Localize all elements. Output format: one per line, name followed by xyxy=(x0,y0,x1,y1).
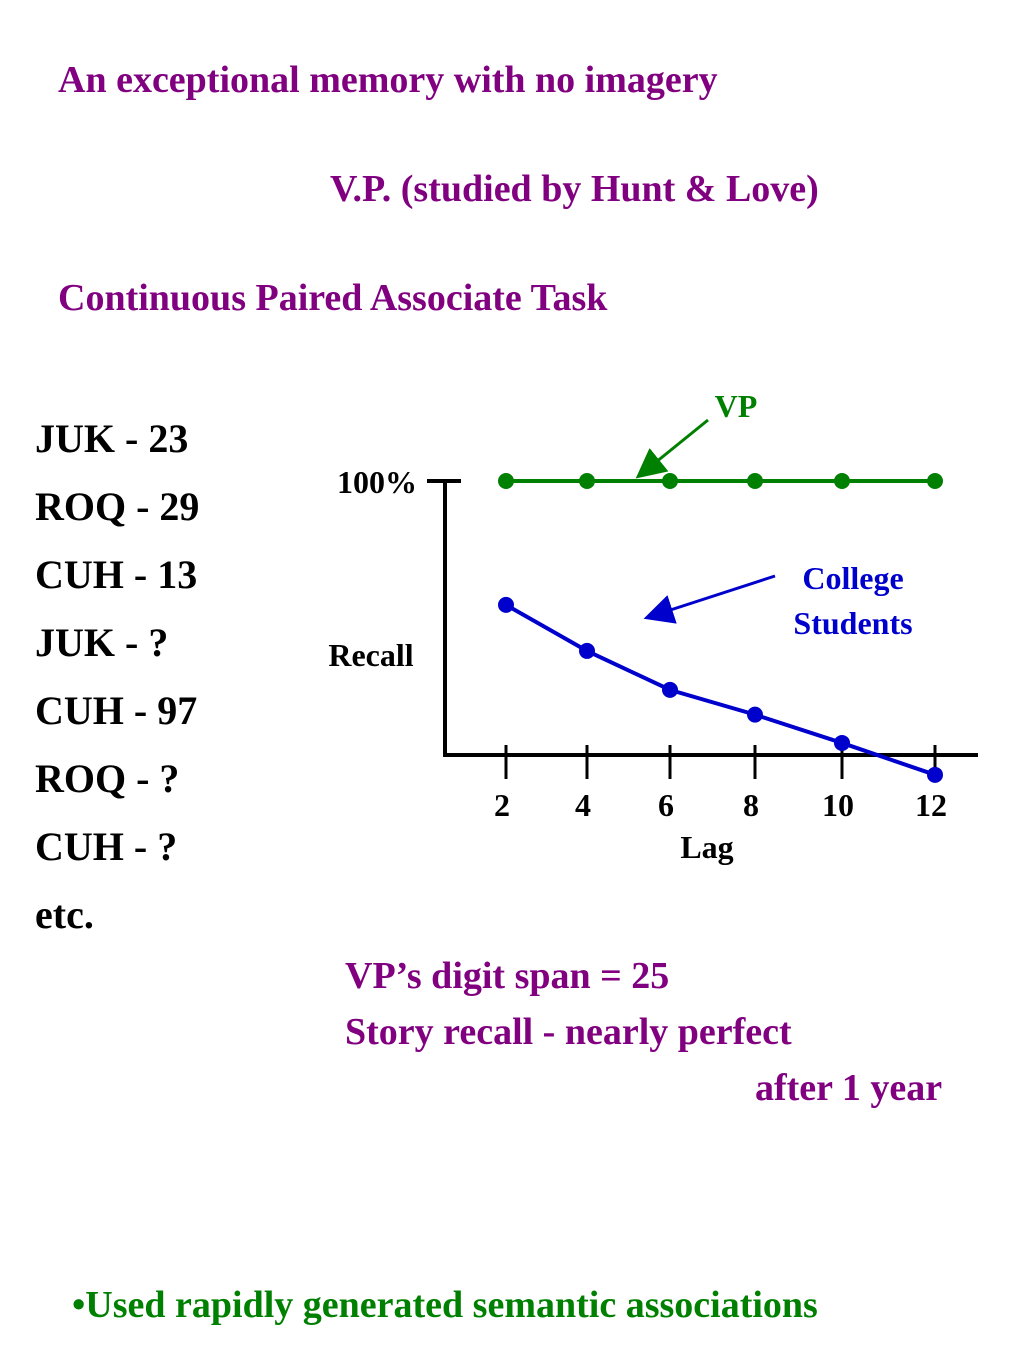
data-point xyxy=(498,473,514,489)
data-point xyxy=(662,473,678,489)
vp-annotation-arrow xyxy=(635,418,709,479)
x-tick-label: 10 xyxy=(822,787,854,823)
pair-list: JUK - 23 ROQ - 29 CUH - 13 JUK - ? CUH -… xyxy=(35,405,199,949)
x-tick-label: 4 xyxy=(575,787,591,823)
x-tick-label: 2 xyxy=(494,787,510,823)
subtitle: V.P. (studied by Hunt & Love) xyxy=(330,168,819,210)
vp-annotation: VP xyxy=(715,388,758,424)
data-point xyxy=(662,681,678,698)
college-annotation-line1: College xyxy=(802,560,903,596)
annotation-layer: VP College Students xyxy=(635,388,913,641)
recall-chart: 100% Recall Lag 2 4 6 8 10 12 VP College Studen… xyxy=(328,388,978,865)
series-layer xyxy=(498,473,943,783)
pair-item: CUH - 13 xyxy=(35,552,198,597)
data-point xyxy=(579,642,595,659)
college-annotation-line2: Students xyxy=(793,605,912,641)
bullet-note: •Used rapidly generated semantic associa… xyxy=(72,1284,818,1326)
data-point xyxy=(498,596,514,613)
pair-item: ROQ - 29 xyxy=(35,484,200,529)
page-title: An exceptional memory with no imagery xyxy=(58,59,718,101)
digit-span-note: VP’s digit span = 25 xyxy=(345,955,670,997)
data-point xyxy=(927,766,943,783)
y-axis-label: Recall xyxy=(328,637,413,673)
college-annotation-arrow xyxy=(643,574,776,624)
pair-item: ROQ - ? xyxy=(35,756,180,801)
data-point xyxy=(747,473,763,489)
x-tick-label: 12 xyxy=(915,787,947,823)
y-tick-label: 100% xyxy=(337,464,417,500)
data-point xyxy=(927,473,943,489)
story-recall-note: Story recall - nearly perfect xyxy=(345,1011,792,1053)
data-point xyxy=(834,734,850,751)
data-point xyxy=(834,473,850,489)
pair-item: CUH - ? xyxy=(35,824,178,869)
data-point xyxy=(747,706,763,723)
x-axis-label: Lag xyxy=(680,829,733,865)
series-line xyxy=(505,603,936,777)
task-heading: Continuous Paired Associate Task xyxy=(58,277,608,319)
x-tick-label: 6 xyxy=(658,787,674,823)
x-tick-label: 8 xyxy=(743,787,759,823)
pair-item: JUK - ? xyxy=(35,620,169,665)
pair-item: etc. xyxy=(35,892,94,937)
data-point xyxy=(579,473,595,489)
story-recall-note-cont: after 1 year xyxy=(755,1067,943,1109)
pair-item: JUK - 23 xyxy=(35,416,189,461)
pair-item: CUH - 97 xyxy=(35,688,198,733)
